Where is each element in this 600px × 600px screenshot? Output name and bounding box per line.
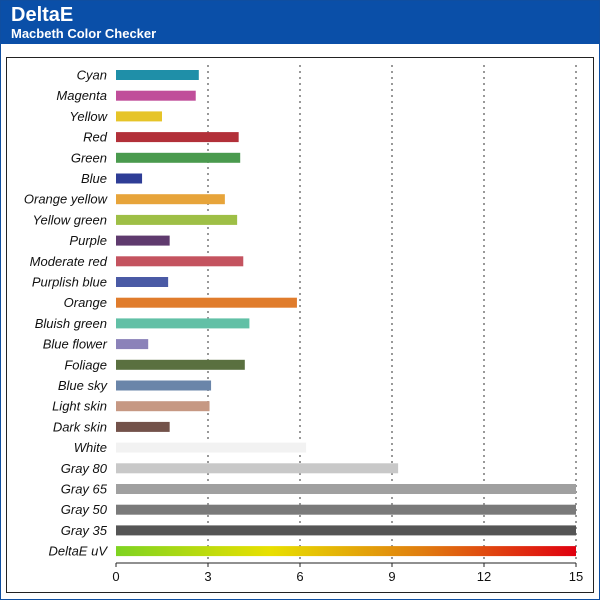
bar-gray-35 (116, 525, 576, 536)
category-label: Foliage (64, 357, 107, 372)
category-label: Purplish blue (32, 275, 107, 290)
bar-green (116, 152, 241, 163)
bar-orange (116, 297, 297, 308)
bar-bluish-green (116, 318, 250, 329)
bar-chart: Cyan Magenta Yellow Red Green Blue Orange yell… (6, 57, 594, 593)
bar-blue-sky (116, 380, 212, 391)
category-label: Moderate red (30, 254, 108, 269)
bar-yellow-green (116, 214, 238, 225)
bar-white (116, 442, 307, 453)
category-label: Orange yellow (24, 192, 109, 207)
bar-gray-80 (116, 463, 399, 474)
bar-dark-skin (116, 421, 170, 432)
x-tick-label: 9 (388, 569, 395, 584)
category-label: Red (83, 130, 108, 145)
plot-area: Cyan Magenta Yellow Red Green Blue Orange yell… (6, 57, 594, 593)
chart-header: DeltaE Macbeth Color Checker (1, 1, 599, 44)
bar-cyan (116, 70, 199, 80)
category-label: Light skin (52, 399, 107, 414)
category-label: Gray 35 (61, 523, 108, 538)
chart-subtitle: Macbeth Color Checker (11, 26, 157, 41)
category-label: Green (71, 150, 107, 165)
category-label: Magenta (56, 88, 107, 103)
x-tick-label: 3 (204, 569, 211, 584)
x-tick-label: 0 (112, 569, 119, 584)
bar-purplish-blue (116, 277, 169, 287)
bar-purple (116, 235, 170, 246)
bar-blue-flower (116, 339, 149, 350)
category-label: Blue sky (58, 378, 109, 393)
chart-title: DeltaE (11, 4, 74, 26)
bars (116, 70, 576, 557)
bar-orange-yellow (116, 194, 225, 205)
bar-gray-50 (116, 504, 576, 515)
category-label: Cyan (77, 68, 107, 83)
category-label: Orange (64, 295, 107, 310)
bar-yellow (116, 111, 162, 122)
bar-deltae-uv (116, 546, 576, 557)
category-label: Dark skin (53, 419, 107, 434)
category-label: Blue flower (43, 337, 108, 352)
x-tick-label: 12 (477, 569, 491, 584)
category-label: Gray 65 (61, 482, 108, 497)
category-label: Bluish green (35, 316, 107, 331)
bar-blue (116, 173, 143, 184)
category-label: DeltaE uV (48, 544, 108, 559)
bar-light-skin (116, 401, 210, 412)
category-label: Gray 80 (61, 461, 108, 476)
category-label: White (74, 440, 107, 455)
x-axis: 0 3 6 9 12 15 (112, 562, 583, 584)
category-label: Purple (69, 233, 107, 248)
x-tick-label: 15 (569, 569, 583, 584)
bar-magenta (116, 90, 196, 101)
bar-foliage (116, 359, 245, 370)
bar-red (116, 132, 239, 143)
bar-gray-65 (116, 484, 576, 494)
category-labels: Cyan Magenta Yellow Red Green Blue Orange yell… (24, 68, 109, 559)
grid-lines (207, 65, 577, 563)
category-label: Gray 50 (61, 502, 108, 517)
x-tick-label: 6 (296, 569, 303, 584)
bar-moderate-red (116, 256, 244, 267)
category-label: Blue (81, 171, 107, 186)
category-label: Yellow green (33, 212, 107, 227)
category-label: Yellow (69, 109, 108, 124)
